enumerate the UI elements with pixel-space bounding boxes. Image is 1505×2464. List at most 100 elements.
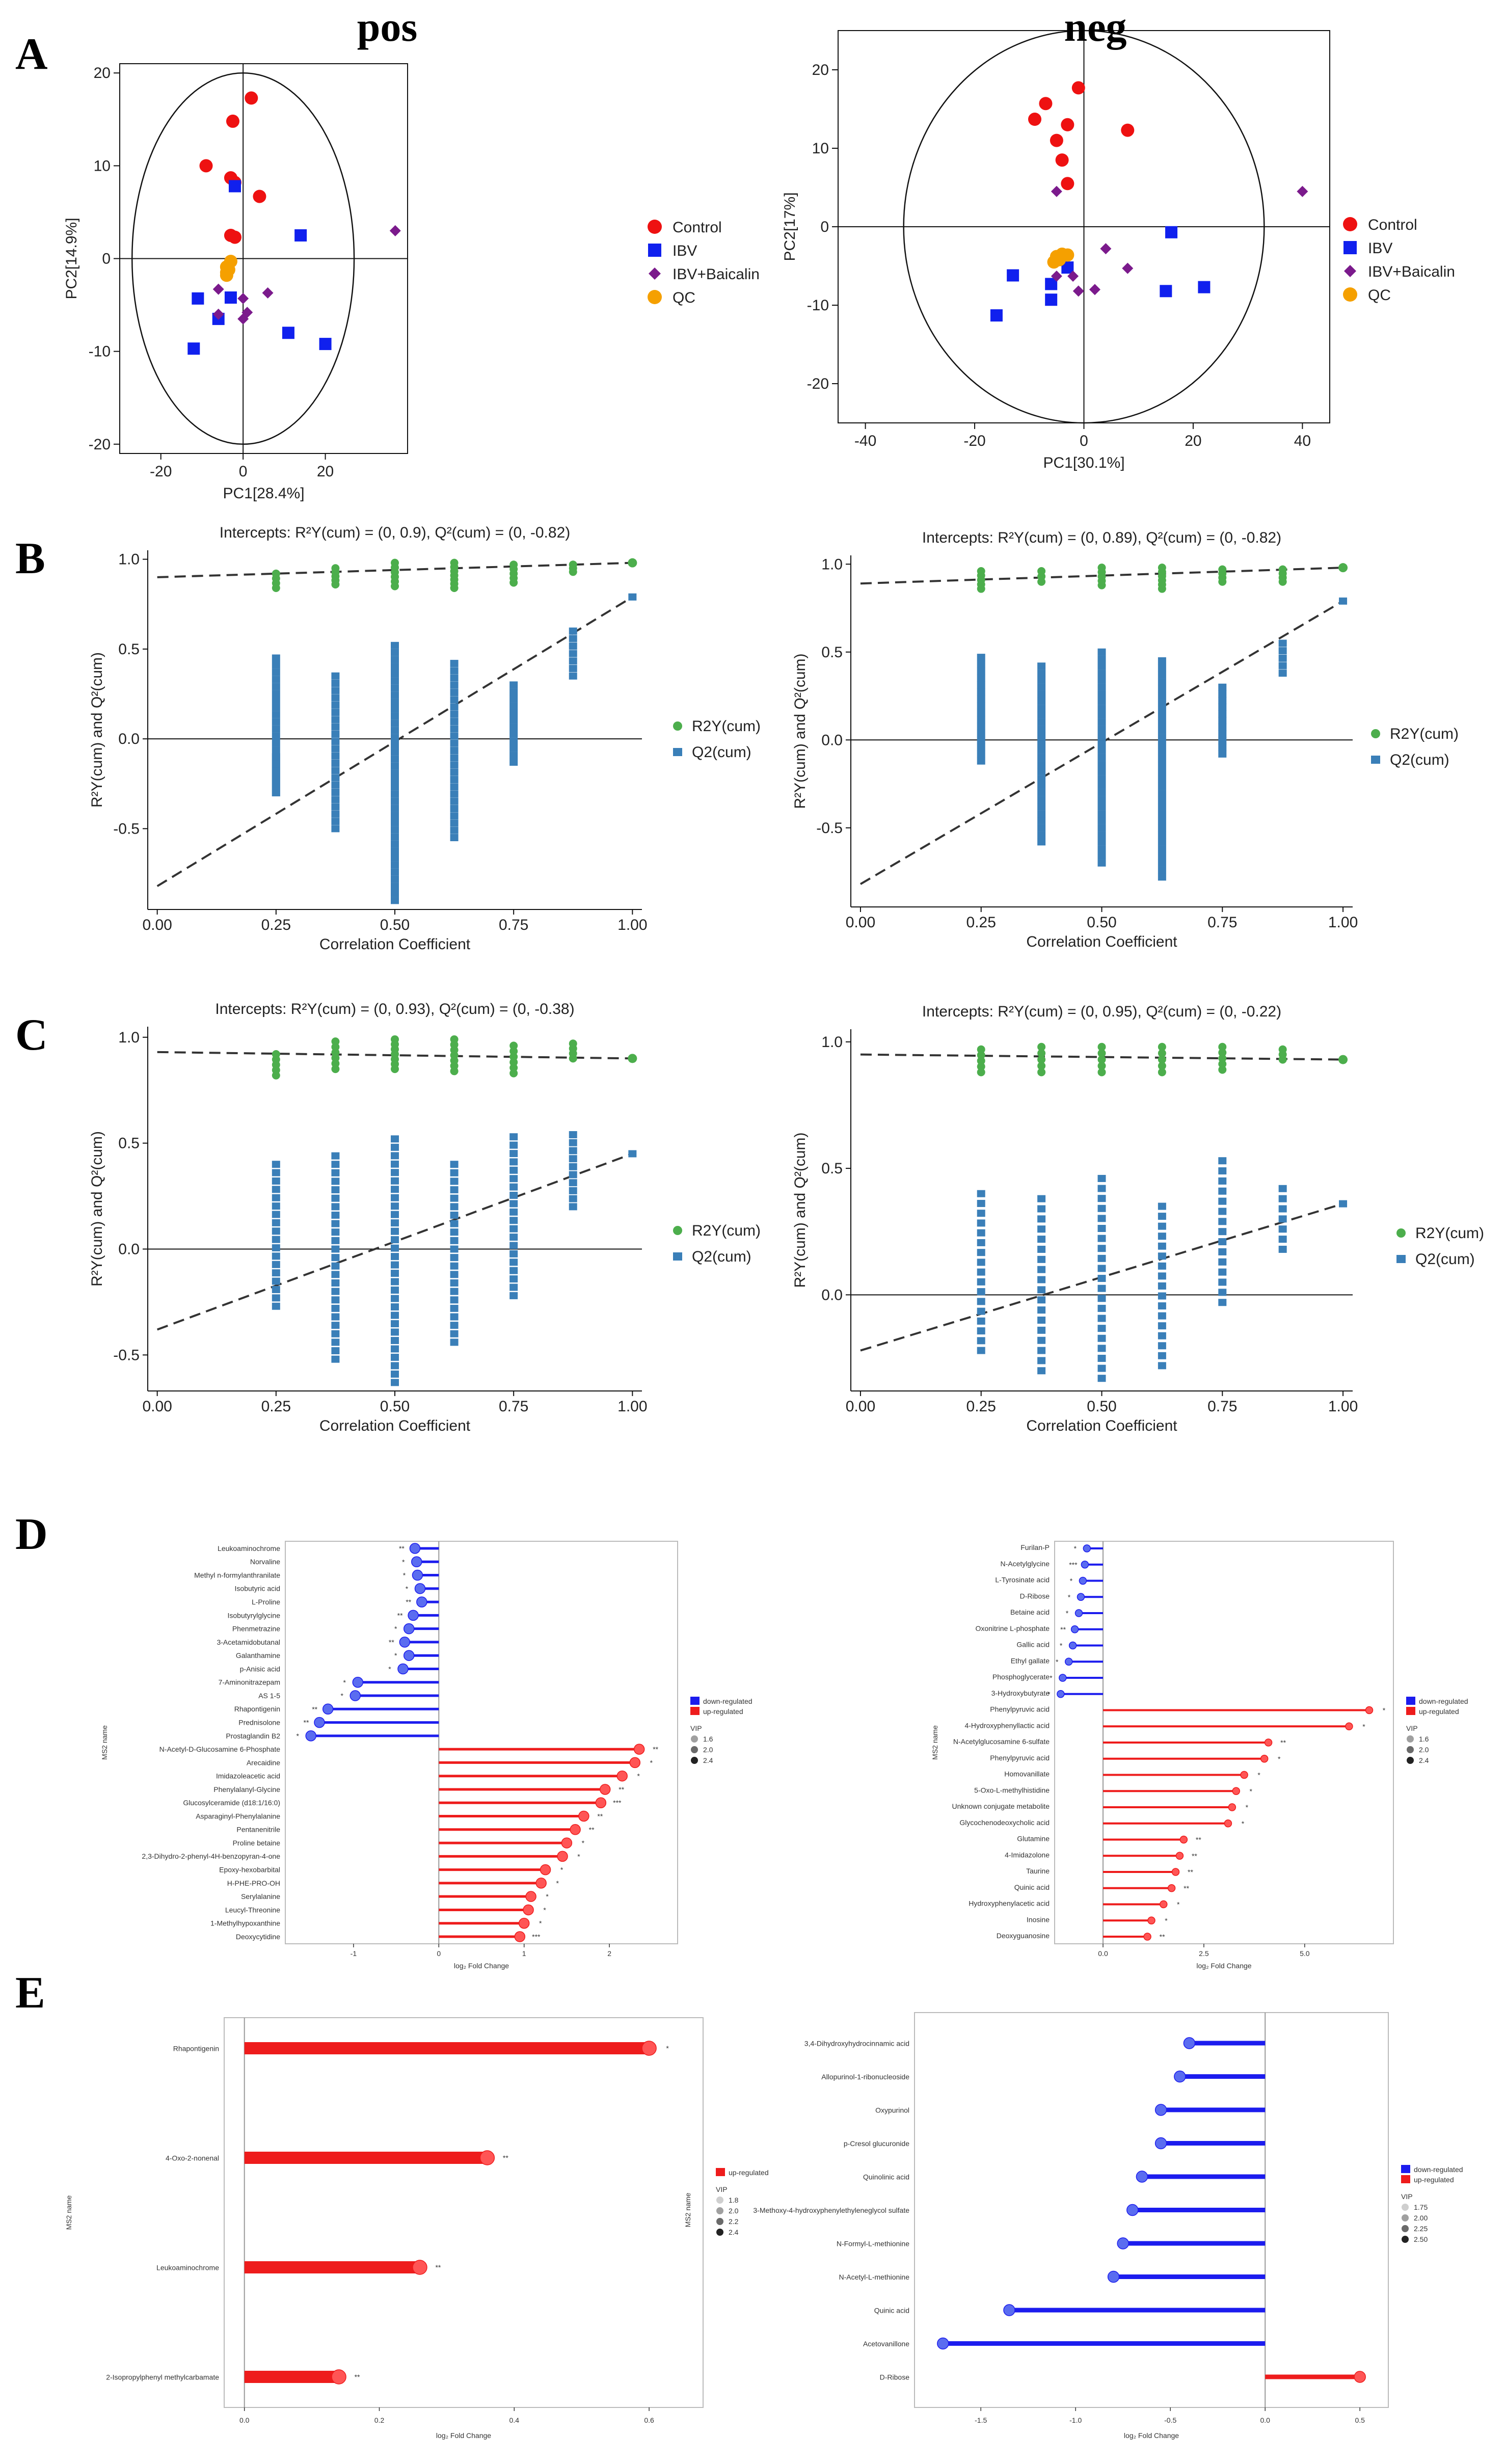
data-point-ibv-baicalin	[1297, 185, 1308, 197]
q2-point	[272, 1219, 280, 1226]
q2-point	[509, 1141, 518, 1149]
x-tick-label: 1.00	[617, 1398, 647, 1415]
significance-mark: *	[1242, 1819, 1245, 1828]
q2-point	[391, 1253, 399, 1261]
lollipop-dot	[412, 1569, 423, 1581]
q2-point	[331, 1245, 340, 1253]
y-tick-label: 1.0	[118, 1029, 140, 1046]
q2-point	[1158, 1272, 1166, 1280]
q2-point	[331, 701, 340, 709]
q2-point	[331, 796, 340, 804]
y-tick-label: -10	[807, 297, 829, 314]
legend-vip-dot	[716, 2197, 723, 2204]
y-axis-label: R²Y(cum) and Q²(cum)	[792, 1132, 809, 1288]
q2-point	[272, 1211, 280, 1218]
q2-point	[1037, 690, 1046, 698]
q2-point	[1278, 639, 1287, 647]
q2-point	[272, 668, 280, 676]
significance-mark: *	[1250, 1787, 1253, 1795]
q2-point	[391, 684, 399, 692]
q2-point	[331, 810, 340, 818]
category-label: 2,3-Dihydro-2-phenyl-4H-benzopyran-4-one	[142, 1852, 280, 1860]
category-label: 7-Aminonitrazepam	[219, 1678, 280, 1686]
category-label: Proline betaine	[233, 1839, 281, 1847]
legend-marker-control	[1343, 217, 1357, 231]
legend-marker-qc	[648, 290, 662, 304]
data-point-ibv	[319, 338, 332, 351]
x-tick-label: -20	[150, 463, 172, 480]
q2-point	[1158, 706, 1166, 713]
q2-point-final	[1339, 597, 1348, 605]
q2-point	[450, 1322, 459, 1329]
q2-point	[272, 753, 280, 761]
r2-point	[1097, 564, 1106, 572]
legend-swatch-up	[1406, 1707, 1415, 1715]
x-tick-label: 0.0	[1260, 2416, 1270, 2424]
y-tick-label: 1.0	[821, 556, 843, 573]
significance-mark: **	[589, 1826, 595, 1834]
y-axis-label: R²Y(cum) and Q²(cum)	[89, 652, 105, 808]
panel-label-d: D	[15, 1510, 48, 1559]
q2-point	[391, 1186, 399, 1193]
q2-point	[450, 1228, 459, 1236]
q2-point	[1158, 713, 1166, 720]
q2-point	[331, 709, 340, 716]
q2-point	[272, 1227, 280, 1235]
q2-point	[1158, 783, 1166, 790]
q2-point	[391, 727, 399, 734]
legend-label-down: down-regulated	[1419, 1697, 1468, 1705]
y-tick-label: 0.5	[821, 644, 843, 661]
significance-mark: **	[1188, 1868, 1193, 1876]
y-tick-label: -0.5	[113, 820, 140, 837]
panel-title: pos	[357, 4, 418, 50]
q2-point	[331, 1304, 340, 1312]
significance-mark: **	[389, 1638, 394, 1646]
r2-point	[977, 1045, 985, 1054]
y-axis-label: R²Y(cum) and Q²(cum)	[89, 1131, 105, 1287]
significance-mark: **	[619, 1785, 624, 1793]
significance-mark: **	[1160, 1933, 1165, 1941]
q2-point	[977, 674, 985, 682]
r2-point	[1037, 567, 1046, 576]
r2-point	[1158, 1061, 1166, 1070]
q2-point	[391, 812, 399, 819]
category-label: Pentanenitrile	[236, 1826, 280, 1834]
r2-point	[1218, 1042, 1227, 1051]
category-label: Hydroxyphenylacetic acid	[969, 1899, 1050, 1908]
q2-point	[1278, 669, 1287, 677]
significance-mark: *	[296, 1732, 299, 1740]
y-tick-label: 10	[94, 157, 111, 174]
q2-point	[977, 681, 985, 689]
q2-point	[391, 868, 399, 876]
legend-vip-dot	[716, 2229, 723, 2236]
q2-point	[1158, 699, 1166, 707]
q2-point	[1158, 1302, 1166, 1310]
significance-mark: *	[388, 1665, 391, 1673]
q2-point	[1218, 690, 1227, 698]
significance-mark: *	[1177, 1900, 1180, 1909]
q2-point	[391, 1160, 399, 1168]
q2-point	[977, 709, 985, 716]
q2-point	[1037, 1266, 1046, 1273]
r2-point	[1158, 1055, 1166, 1064]
lollipop-dot	[305, 1730, 316, 1742]
q2-point	[1097, 1295, 1106, 1302]
q2-point	[569, 1179, 577, 1187]
r2-point	[450, 1035, 459, 1043]
q2-point	[450, 797, 459, 805]
y-tick-label: 0.0	[118, 1241, 140, 1257]
q2-point	[1158, 692, 1166, 700]
q2-point	[450, 790, 459, 798]
q2-point	[331, 825, 340, 833]
lollipop-dot	[557, 1851, 568, 1862]
q2-point	[509, 1267, 518, 1274]
q2-point	[1218, 1157, 1227, 1165]
q2-point	[509, 724, 518, 731]
lollipop-dot	[629, 1757, 641, 1769]
lollipop-dot	[561, 1837, 573, 1849]
q2-point	[509, 1208, 518, 1216]
q2-point	[1097, 782, 1106, 789]
r2-point-final	[628, 1054, 637, 1063]
r2-point	[1097, 1049, 1106, 1058]
data-point-ibv	[1165, 226, 1178, 238]
